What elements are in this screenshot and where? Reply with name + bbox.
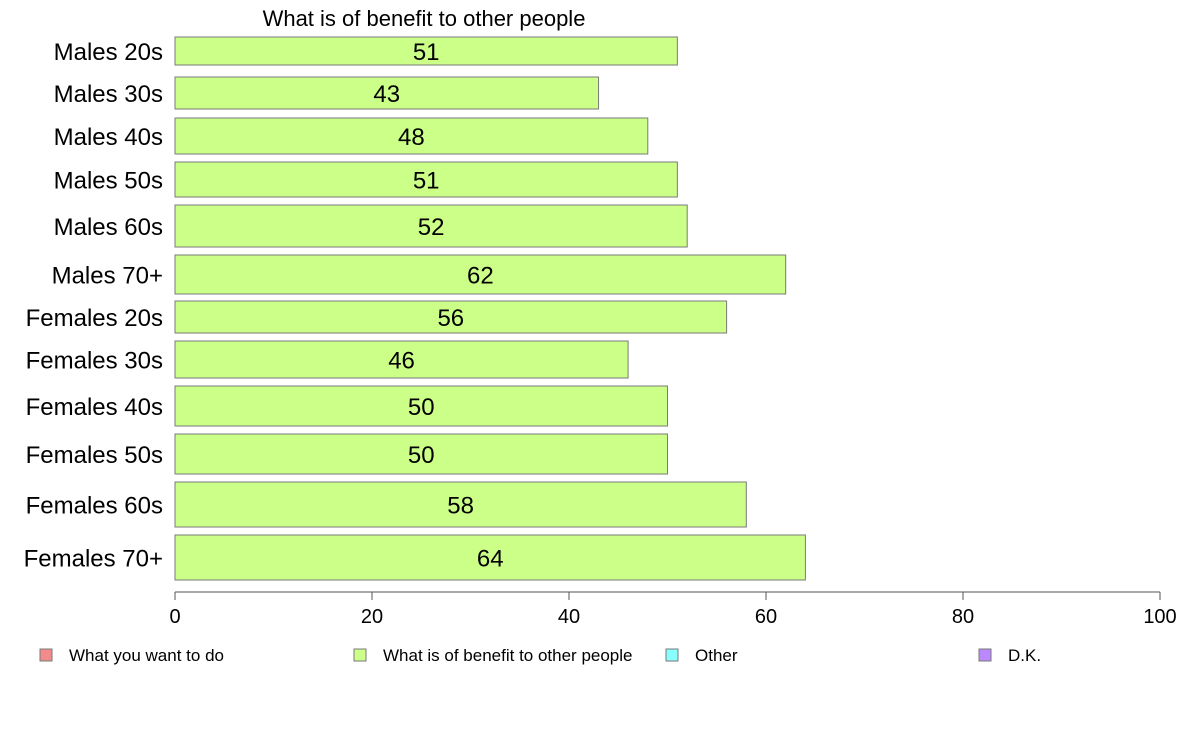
- x-axis: 0 20 40 60 80 100: [169, 591, 1177, 628]
- chart-title: What is of benefit to other people: [263, 6, 586, 31]
- legend-label: Other: [695, 646, 738, 665]
- data-label: 43: [373, 81, 400, 108]
- category-label: Females 50s: [26, 442, 163, 469]
- bar: [174, 385, 668, 427]
- data-label: 64: [477, 546, 504, 573]
- bar: [174, 204, 688, 248]
- category-label: Males 30s: [54, 81, 163, 108]
- data-label: 50: [408, 394, 435, 421]
- legend-swatch: [665, 648, 679, 662]
- x-tick-label: 40: [558, 606, 580, 628]
- category-label: Females 40s: [26, 394, 163, 421]
- category-label: Males 50s: [54, 168, 163, 195]
- legend-swatch: [978, 648, 992, 662]
- category-label: Males 20s: [54, 39, 163, 66]
- data-label: 62: [467, 263, 494, 290]
- category-labels: Males 20s Males 30s Males 40s Males 50s Male…: [24, 39, 163, 573]
- bar: [174, 534, 806, 581]
- category-label: Males 60s: [54, 214, 163, 241]
- x-tick-label: 60: [755, 606, 777, 628]
- data-label: 52: [418, 214, 445, 241]
- x-tick-label: 0: [169, 606, 180, 628]
- data-label: 50: [408, 442, 435, 469]
- bar: [174, 117, 649, 155]
- data-label: 48: [398, 124, 425, 151]
- bar: [174, 254, 787, 295]
- bars-group: [174, 36, 806, 581]
- category-label: Females 30s: [26, 348, 163, 375]
- legend: What you want to do What is of benefit to…: [39, 646, 1041, 665]
- bar: [174, 36, 678, 66]
- legend-label: What is of benefit to other people: [383, 646, 633, 665]
- bar: [174, 161, 678, 198]
- legend-swatch: [353, 648, 367, 662]
- x-tick-label: 20: [361, 606, 383, 628]
- category-label: Males 70+: [52, 263, 163, 290]
- category-label: Females 60s: [26, 493, 163, 520]
- legend-swatch: [39, 648, 53, 662]
- data-label: 51: [413, 168, 440, 195]
- data-label: 51: [413, 39, 440, 66]
- legend-label: What you want to do: [69, 646, 224, 665]
- category-label: Females 70+: [24, 546, 163, 573]
- bar: [174, 340, 629, 379]
- data-label: 56: [437, 305, 464, 332]
- bar: [174, 433, 668, 475]
- category-label: Females 20s: [26, 305, 163, 332]
- x-tick-label: 100: [1143, 606, 1176, 628]
- x-tick-label: 80: [952, 606, 974, 628]
- data-label: 58: [447, 493, 474, 520]
- bar: [174, 300, 728, 334]
- legend-label: D.K.: [1008, 646, 1041, 665]
- data-label: 46: [388, 348, 415, 375]
- bar: [174, 481, 747, 528]
- bar: [174, 76, 600, 110]
- category-label: Males 40s: [54, 124, 163, 151]
